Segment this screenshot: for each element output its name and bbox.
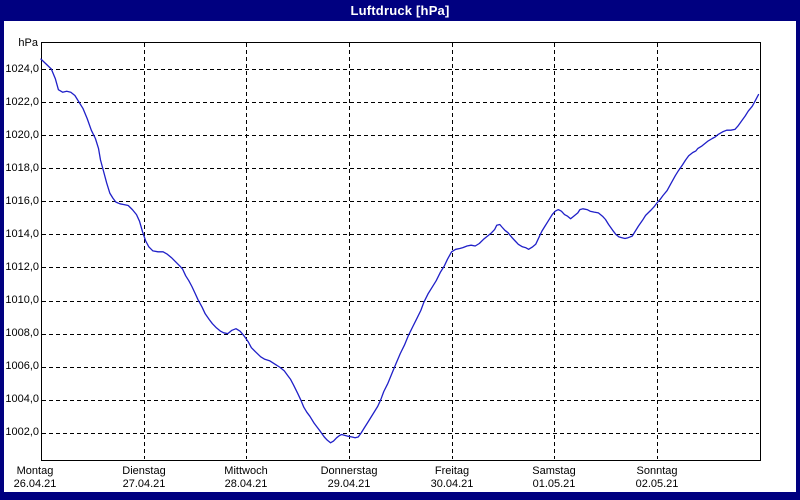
x-day-label: Donnerstag (320, 465, 378, 477)
x-day-label: Freitag (434, 465, 470, 477)
x-date-label: 02.05.21 (635, 478, 679, 490)
pressure-line-chart (40, 42, 761, 461)
y-tick-label: 1010,0 (5, 294, 39, 306)
x-day-label: Montag (16, 465, 54, 477)
y-tick-label: 1006,0 (5, 360, 39, 372)
x-day-label: Sonntag (636, 465, 678, 477)
y-tick-label: 1018,0 (5, 162, 39, 174)
y-tick-label: 1016,0 (5, 195, 39, 207)
x-day-label: Mittwoch (224, 465, 268, 477)
y-tick-label: 1012,0 (5, 261, 39, 273)
x-date-label: 29.04.21 (327, 478, 371, 490)
y-tick-label: 1004,0 (5, 393, 39, 405)
y-tick-label: 1008,0 (5, 327, 39, 339)
x-day-label: Samstag (532, 465, 576, 477)
y-tick-label: 1024,0 (5, 63, 39, 75)
x-date-label: 27.04.21 (122, 478, 166, 490)
y-axis-unit-label: hPa (18, 37, 38, 49)
y-tick-label: 1020,0 (5, 129, 39, 141)
y-tick-label: 1022,0 (5, 96, 39, 108)
y-tick-label: 1002,0 (5, 426, 39, 438)
x-date-label: 01.05.21 (532, 478, 576, 490)
y-tick-label: 1014,0 (5, 228, 39, 240)
x-date-label: 28.04.21 (224, 478, 268, 490)
x-date-label: 26.04.21 (13, 478, 57, 490)
x-date-label: 30.04.21 (430, 478, 474, 490)
x-day-label: Dienstag (122, 465, 166, 477)
window-title: Luftdruck [hPa] (350, 3, 450, 18)
chart-area: hPa 1024,0 1022,0 1020,0 1018,0 1016,0 1014,0… (4, 21, 796, 492)
title-bar: Luftdruck [hPa] (0, 0, 800, 21)
